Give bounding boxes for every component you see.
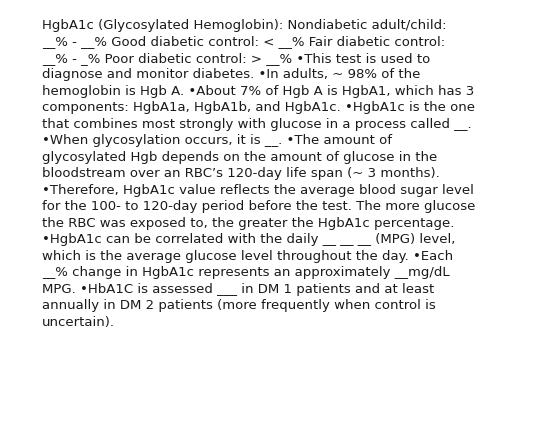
Text: HgbA1c (Glycosylated Hemoglobin): Nondiabetic adult/child:
__% - __% Good diabet: HgbA1c (Glycosylated Hemoglobin): Nondia… [42,19,475,328]
